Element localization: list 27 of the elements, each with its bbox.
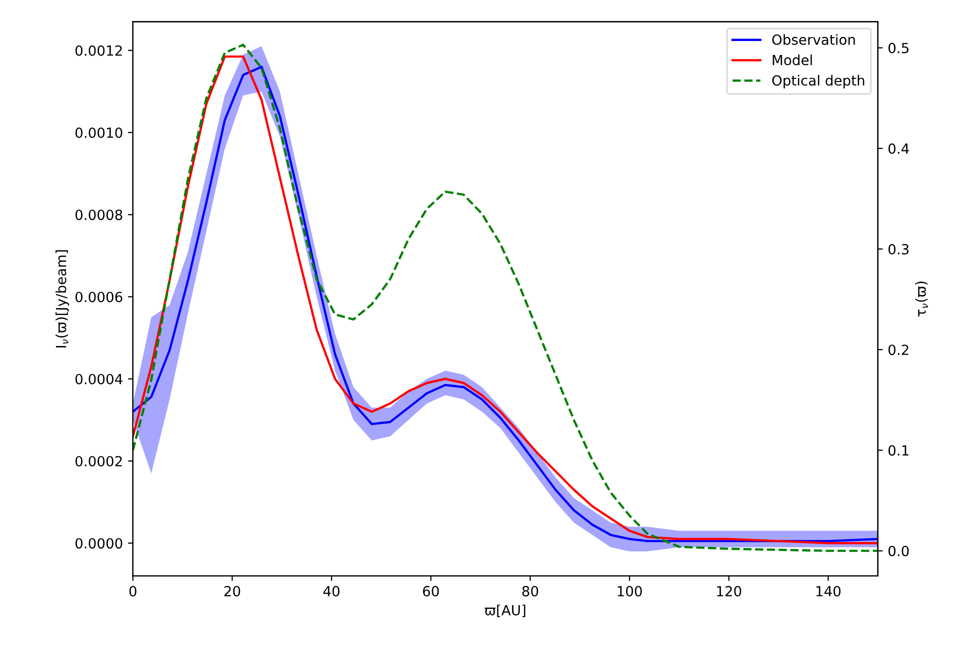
y2-axis-title: τ$_{ν}$(ϖ)	[915, 282, 928, 317]
x-tick-label: 80	[522, 586, 538, 596]
y-tick-label: 0.0006	[75, 292, 122, 302]
y2-tick-label: 0.1	[888, 445, 908, 456]
y2-tick-label: 0.4	[888, 143, 909, 154]
legend-label: Optical depth	[772, 74, 864, 88]
y2-tick-label: 0.0	[888, 546, 909, 556]
y2-tick-label: 0.3	[888, 244, 909, 254]
x-tick-label: 140	[816, 586, 841, 596]
y-tick-label: 0.0008	[75, 210, 122, 220]
x-axis-title: ϖ[AU]	[484, 604, 526, 618]
y-tick-label: 0.0012	[75, 45, 122, 56]
x-tick-label: 100	[618, 586, 642, 596]
x-tick-label: 60	[423, 586, 439, 596]
y2-tick-label: 0.2	[888, 344, 908, 356]
x-tick-label: 0	[129, 586, 136, 596]
legend-label: Model	[772, 54, 812, 66]
x-tick-label: 20	[224, 586, 240, 596]
y-tick-label: 0.0010	[75, 127, 122, 138]
x-tick-label: 40	[323, 586, 340, 596]
x-tick-label: 120	[717, 586, 742, 596]
y2-tick-label: 0.5	[888, 42, 908, 54]
y-tick-label: 0.0004	[75, 374, 122, 384]
y-tick-label: 0.0000	[75, 538, 122, 549]
y-tick-label: 0.0002	[75, 456, 122, 466]
y-axis-title: I$_{ν}$(ϖ)[Jy/beam]	[56, 250, 69, 348]
legend-label: Observation	[772, 34, 855, 45]
